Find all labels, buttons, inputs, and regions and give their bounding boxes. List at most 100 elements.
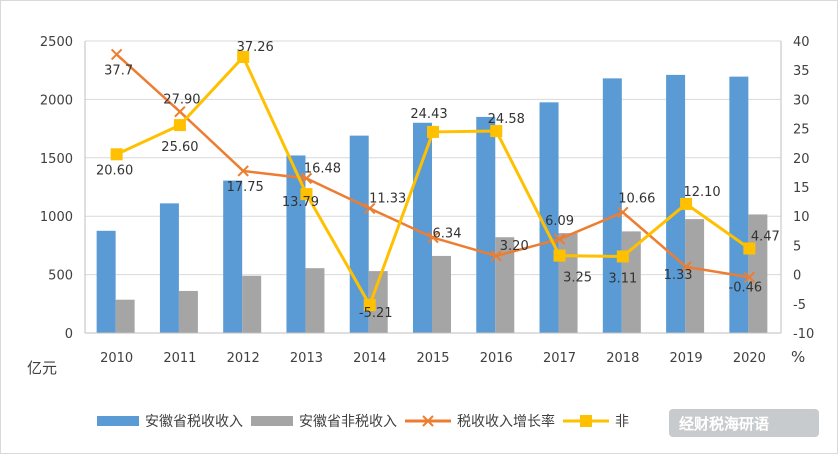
bar xyxy=(666,74,686,333)
y-right-tick-label: 40 xyxy=(793,35,810,50)
y-left-tick-label: 500 xyxy=(48,269,73,284)
bar xyxy=(476,116,496,333)
x-tick-label: 2014 xyxy=(353,351,386,366)
square-marker xyxy=(173,119,186,132)
x-tick-label: 2010 xyxy=(100,351,133,366)
y-right-tick-label: 30 xyxy=(793,93,810,108)
data-label: 17.75 xyxy=(227,180,264,195)
x-marker xyxy=(110,48,123,61)
x-marker-stroke xyxy=(617,206,629,219)
legend-x-marker xyxy=(422,415,434,427)
bar xyxy=(368,271,388,333)
x-marker xyxy=(300,172,313,185)
data-label: 24.43 xyxy=(410,107,447,122)
bar xyxy=(159,203,179,333)
x-tick-label: 2011 xyxy=(163,351,196,366)
data-label: 4.47 xyxy=(751,229,780,244)
square-marker xyxy=(363,299,376,312)
watermark: 经财税海研语 xyxy=(669,409,819,437)
x-tick-label: 2020 xyxy=(733,351,766,366)
bar xyxy=(349,135,369,333)
legend-label: 安徽省税收收入 xyxy=(145,414,243,430)
x-marker-stroke xyxy=(680,261,692,273)
x-marker-stroke xyxy=(110,48,123,61)
data-label: 3.20 xyxy=(500,239,529,254)
bar xyxy=(729,76,749,334)
bar xyxy=(96,230,116,333)
watermark-text: 经财税海研语 xyxy=(679,415,769,433)
bar xyxy=(115,299,135,333)
y-right-tick-label: 5 xyxy=(793,239,801,254)
data-label: 1.33 xyxy=(664,268,693,283)
data-label: 37.26 xyxy=(237,40,274,55)
x-marker-stroke xyxy=(743,271,756,283)
square-marker xyxy=(237,51,250,64)
x-marker-stroke xyxy=(490,250,502,262)
x-marker-stroke xyxy=(174,105,186,118)
bar xyxy=(539,102,559,333)
legend-label: 税收收入增长率 xyxy=(457,413,555,430)
tick-labels: 0 500 1000 1500 2000 2500 -10 -5 0 5 10 15 20 25 30 35 4… xyxy=(40,35,814,366)
x-marker xyxy=(174,105,186,118)
data-label: 24.58 xyxy=(488,112,525,127)
data-label: 13.79 xyxy=(282,195,319,210)
y-right-tick-label: 10 xyxy=(793,210,810,225)
y-right-unit: % xyxy=(791,348,805,366)
data-label: 20.60 xyxy=(96,163,133,178)
data-label: 27.90 xyxy=(163,93,200,108)
x-tick-label: 2013 xyxy=(290,351,323,366)
y-left-unit: 亿元 xyxy=(27,359,57,377)
square-marker xyxy=(616,250,629,263)
square-marker xyxy=(300,188,313,201)
y-left-tick-label: 2500 xyxy=(40,35,73,50)
data-label: 12.10 xyxy=(683,185,720,200)
y-left-tick-label: 1000 xyxy=(40,210,73,225)
square-marker xyxy=(490,125,503,138)
x-marker xyxy=(680,261,692,273)
bar xyxy=(495,237,515,333)
x-marker xyxy=(617,206,629,219)
x-marker-stroke xyxy=(427,231,439,244)
y-left-tick-label: 0 xyxy=(65,327,73,342)
x-marker xyxy=(427,231,439,244)
legend: 安徽省税收收入 安徽省非税收入 税收收入增长率 非 xyxy=(97,413,629,430)
x-marker xyxy=(743,271,756,283)
series-line xyxy=(115,53,750,279)
bar xyxy=(305,268,325,333)
square-marker xyxy=(110,148,123,161)
bar xyxy=(432,255,451,333)
data-labels: 37.7 27.90 17.75 16.48 11.33 6.34 3.20 6.09 10.6… xyxy=(96,40,780,321)
legend-square-marker xyxy=(580,415,592,427)
data-label: 11.33 xyxy=(369,191,406,206)
x-tick-label: 2016 xyxy=(480,351,513,366)
y-left-tick-label: 2000 xyxy=(40,93,73,108)
y-left-tick-label: 1500 xyxy=(40,152,73,167)
y-right-tick-label: 35 xyxy=(793,64,810,79)
bar xyxy=(413,122,432,333)
axes xyxy=(84,41,782,334)
legend-label: 安徽省非税收入 xyxy=(299,414,397,430)
data-label: 3.11 xyxy=(608,271,637,286)
watermark-badge xyxy=(669,409,819,437)
x-tick-label: 2012 xyxy=(227,351,260,366)
legend-swatch xyxy=(97,416,139,426)
data-label: 25.60 xyxy=(161,140,198,155)
x-marker xyxy=(364,202,376,215)
data-label: 10.66 xyxy=(618,191,655,206)
square-marker xyxy=(680,197,693,210)
bar xyxy=(685,219,705,333)
y-right-tick-label: 25 xyxy=(793,123,810,138)
x-marker-stroke xyxy=(300,172,313,185)
square-marker xyxy=(427,125,439,138)
data-label: -0.46 xyxy=(729,280,763,295)
data-label: 6.34 xyxy=(433,227,462,242)
data-label: 6.09 xyxy=(545,214,574,229)
data-label: 3.25 xyxy=(563,271,592,286)
x-marker-stroke xyxy=(553,233,566,245)
bar xyxy=(223,180,243,333)
bar xyxy=(242,275,262,333)
y-right-tick-label: -10 xyxy=(793,327,814,342)
y-right-tick-label: 20 xyxy=(793,152,810,167)
